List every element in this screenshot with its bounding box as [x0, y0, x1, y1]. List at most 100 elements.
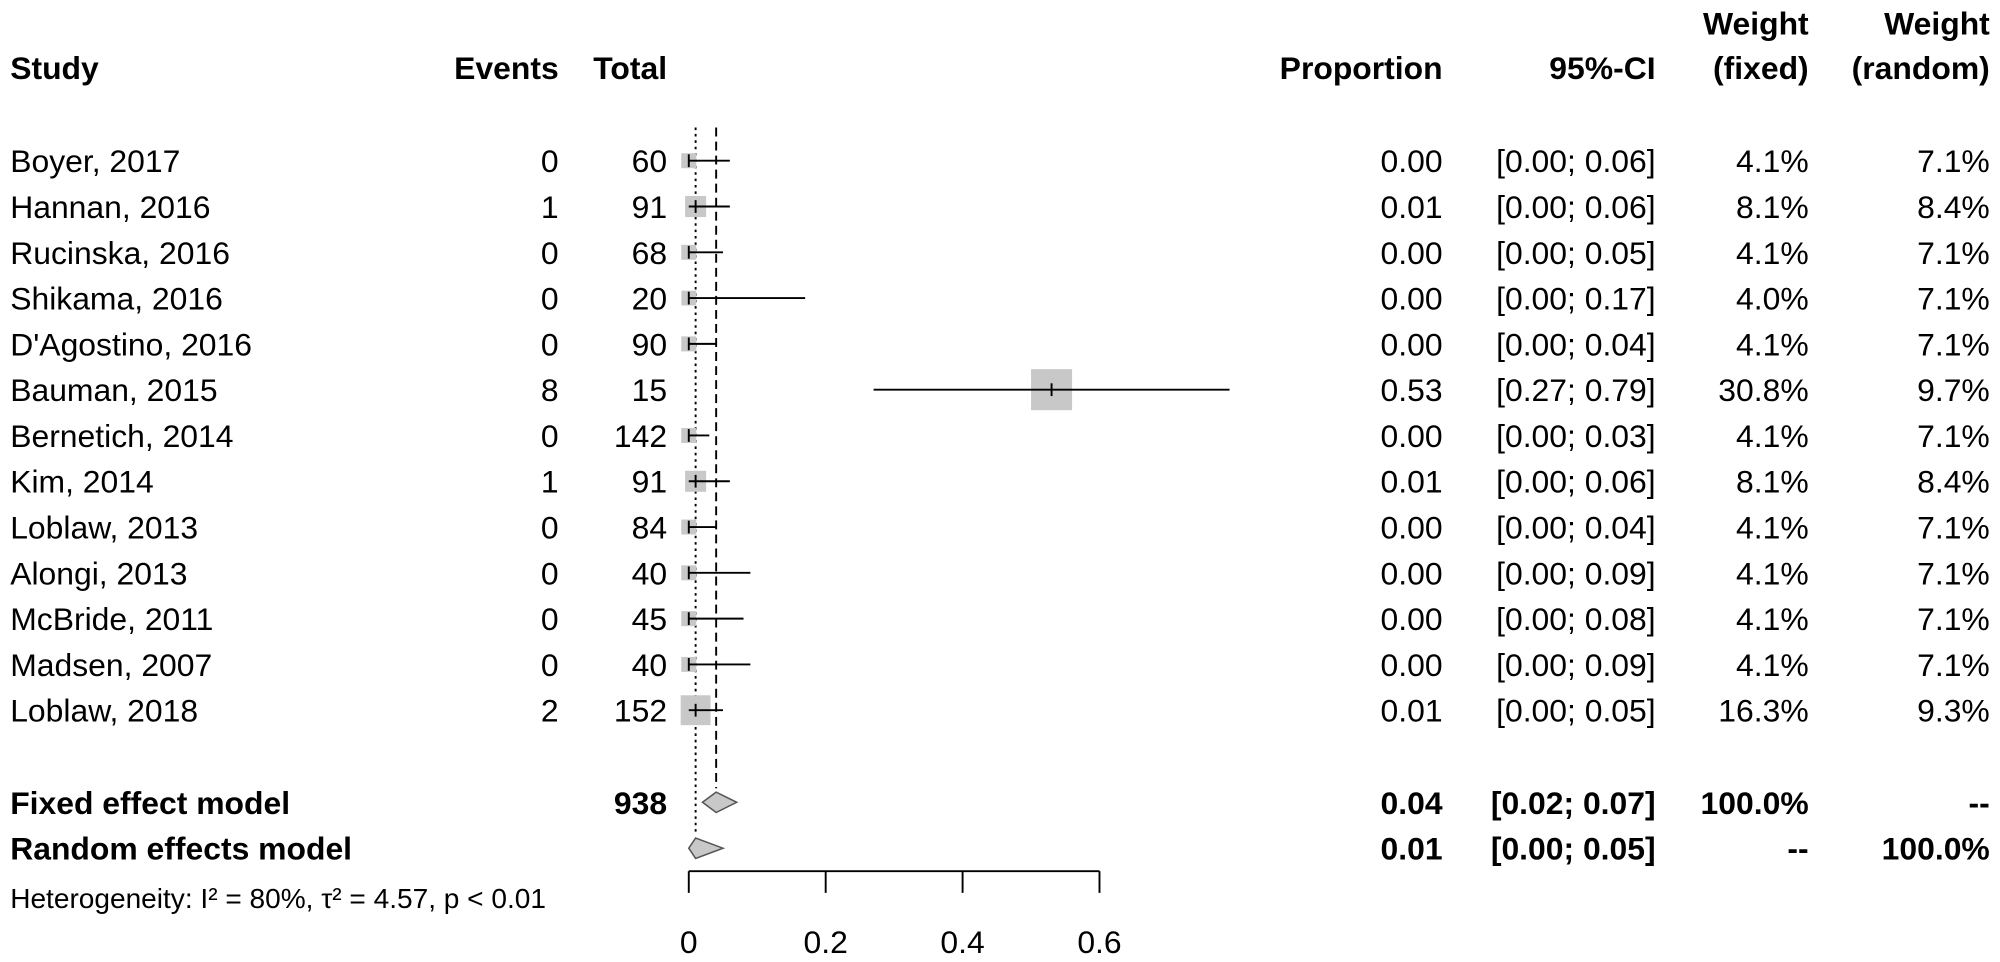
study-name: Kim, 2014 [10, 464, 154, 500]
summary-weight-random: -- [1969, 785, 1990, 821]
events: 0 [541, 281, 559, 317]
proportion: 0.00 [1381, 418, 1443, 454]
header-weight-random: (random) [1852, 50, 1990, 86]
weight-fixed: 4.1% [1736, 235, 1809, 271]
x-tick-label: 0 [680, 924, 698, 960]
header-study: Study [10, 50, 99, 86]
weight-random: 7.1% [1917, 510, 1990, 546]
summary-weight-fixed: 100.0% [1701, 785, 1809, 821]
header-weight-fixed: Weight [1703, 5, 1809, 41]
x-tick-label: 0.6 [1077, 924, 1121, 960]
summary-total: 938 [614, 785, 667, 821]
study-name: Loblaw, 2013 [10, 510, 198, 546]
total: 45 [632, 601, 667, 637]
summary-weight-fixed: -- [1787, 831, 1808, 867]
ci: [0.27; 0.79] [1496, 372, 1655, 408]
events: 0 [541, 235, 559, 271]
summary-diamond [687, 837, 726, 860]
weight-random: 7.1% [1917, 555, 1990, 591]
weight-random: 7.1% [1917, 235, 1990, 271]
events: 1 [541, 189, 559, 225]
weight-fixed: 4.1% [1736, 326, 1809, 362]
total: 84 [632, 510, 667, 546]
weight-fixed: 4.1% [1736, 601, 1809, 637]
header-proportion: Proportion [1280, 50, 1443, 86]
proportion: 0.01 [1381, 693, 1443, 729]
ci: [0.00; 0.09] [1496, 555, 1655, 591]
study-name: Shikama, 2016 [10, 281, 223, 317]
total: 91 [632, 464, 667, 500]
weight-random: 7.1% [1917, 143, 1990, 179]
events: 0 [541, 647, 559, 683]
weight-random: 7.1% [1917, 281, 1990, 317]
events: 0 [541, 143, 559, 179]
weight-random: 7.1% [1917, 647, 1990, 683]
events: 1 [541, 464, 559, 500]
header-events: Events [454, 50, 559, 86]
ci: [0.00; 0.17] [1496, 281, 1655, 317]
ci: [0.00; 0.04] [1496, 510, 1655, 546]
ci: [0.00; 0.05] [1496, 693, 1655, 729]
ci: [0.00; 0.08] [1496, 601, 1655, 637]
events: 0 [541, 326, 559, 362]
x-tick-label: 0.4 [940, 924, 984, 960]
summary-ci: [0.00; 0.05] [1491, 831, 1656, 867]
study-name: Bauman, 2015 [10, 372, 217, 408]
ci: [0.00; 0.04] [1496, 326, 1655, 362]
study-name: Rucinska, 2016 [10, 235, 230, 271]
study-name: Madsen, 2007 [10, 647, 212, 683]
study-name: Loblaw, 2018 [10, 693, 198, 729]
summary-diamond [701, 791, 739, 814]
summary-proportion: 0.04 [1381, 785, 1443, 821]
proportion: 0.00 [1381, 235, 1443, 271]
study-name: Alongi, 2013 [10, 555, 187, 591]
weight-random: 7.1% [1917, 326, 1990, 362]
ci: [0.00; 0.06] [1496, 464, 1655, 500]
ci: [0.00; 0.09] [1496, 647, 1655, 683]
weight-random: 9.3% [1917, 693, 1990, 729]
events: 0 [541, 555, 559, 591]
ci: [0.00; 0.03] [1496, 418, 1655, 454]
summary-ci: [0.02; 0.07] [1491, 785, 1656, 821]
weight-fixed: 4.1% [1736, 647, 1809, 683]
proportion: 0.00 [1381, 647, 1443, 683]
total: 20 [632, 281, 667, 317]
events: 8 [541, 372, 559, 408]
header-weight-fixed: (fixed) [1713, 50, 1809, 86]
weight-fixed: 4.1% [1736, 418, 1809, 454]
weight-fixed: 8.1% [1736, 464, 1809, 500]
events: 0 [541, 418, 559, 454]
events: 0 [541, 510, 559, 546]
weight-fixed: 16.3% [1718, 693, 1808, 729]
weight-fixed: 30.8% [1718, 372, 1808, 408]
study-name: Hannan, 2016 [10, 189, 210, 225]
total: 40 [632, 555, 667, 591]
proportion: 0.00 [1381, 326, 1443, 362]
ci: [0.00; 0.05] [1496, 235, 1655, 271]
total: 142 [614, 418, 667, 454]
header-total: Total [593, 50, 667, 86]
summary-name: Random effects model [10, 831, 352, 867]
total: 15 [632, 372, 667, 408]
header-ci: 95%-CI [1549, 50, 1655, 86]
proportion: 0.01 [1381, 189, 1443, 225]
total: 40 [632, 647, 667, 683]
study-name: D'Agostino, 2016 [10, 326, 252, 362]
proportion: 0.00 [1381, 555, 1443, 591]
header-weight-random: Weight [1884, 5, 1990, 41]
study-name: Bernetich, 2014 [10, 418, 233, 454]
events: 0 [541, 601, 559, 637]
summary-proportion: 0.01 [1381, 831, 1443, 867]
weight-fixed: 4.1% [1736, 510, 1809, 546]
weight-fixed: 4.1% [1736, 143, 1809, 179]
weight-fixed: 4.0% [1736, 281, 1809, 317]
weight-random: 7.1% [1917, 601, 1990, 637]
heterogeneity: Heterogeneity: I² = 80%, τ² = 4.57, p < … [10, 883, 546, 914]
total: 152 [614, 693, 667, 729]
weight-random: 9.7% [1917, 372, 1990, 408]
weight-fixed: 8.1% [1736, 189, 1809, 225]
total: 90 [632, 326, 667, 362]
ci: [0.00; 0.06] [1496, 189, 1655, 225]
